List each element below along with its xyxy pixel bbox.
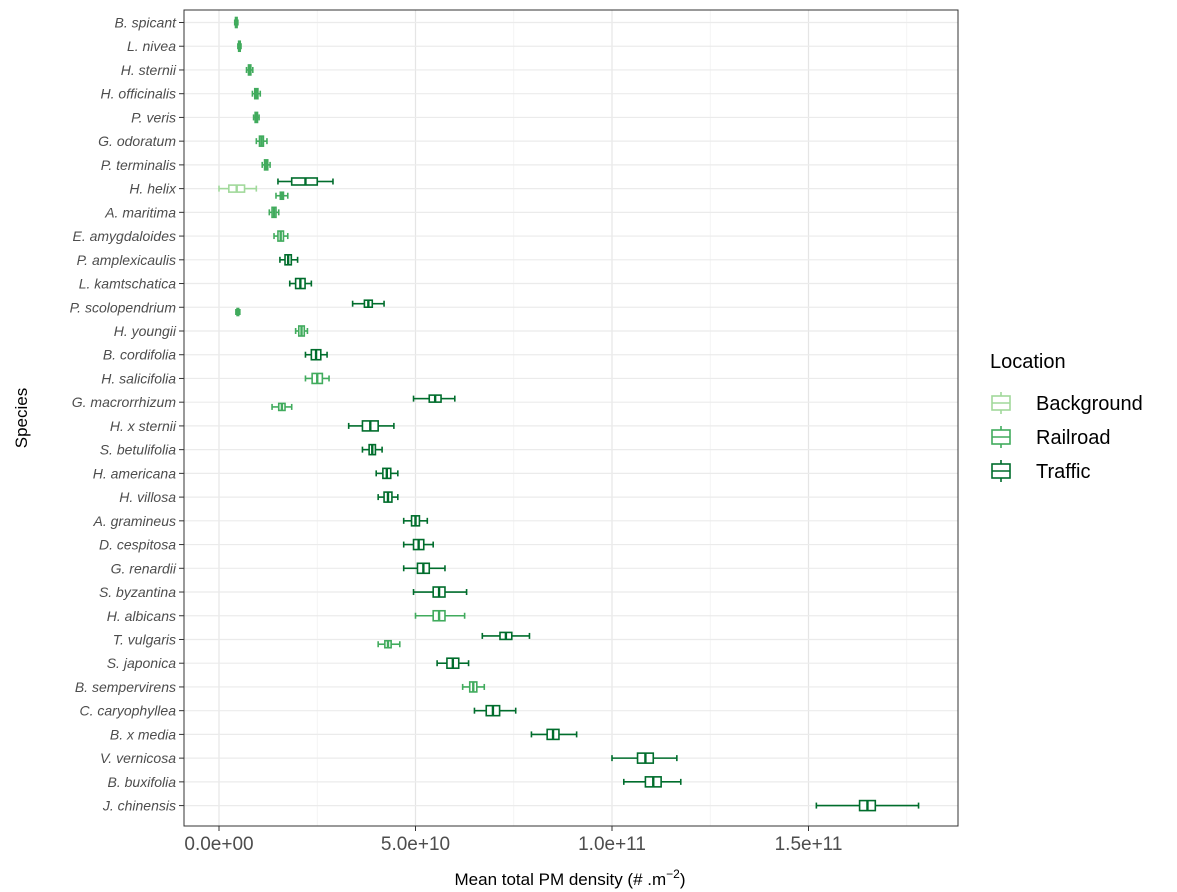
box-traffic <box>481 631 531 641</box>
y-tick-label: H. albicans <box>107 608 176 624</box>
box-railroad <box>255 135 268 147</box>
box-railroad <box>271 402 293 412</box>
y-tick-label: B. x media <box>110 726 176 742</box>
y-tick-label: H. villosa <box>119 489 176 505</box>
box-traffic <box>815 799 920 812</box>
box-railroad <box>261 159 271 171</box>
box-railroad <box>237 40 242 53</box>
box-traffic <box>412 586 468 598</box>
y-tick-label: S. byzantina <box>99 584 176 600</box>
legend-entry: Railroad <box>991 426 1110 449</box>
y-tick-label: P. amplexicaulis <box>77 252 176 268</box>
box-traffic <box>304 348 328 361</box>
y-tick-label: H. x sternii <box>110 418 177 434</box>
box-railroad <box>273 230 289 242</box>
x-axis-title: Mean total PM density (# .m−2) <box>455 867 686 889</box>
y-tick-label: H. salicifolia <box>101 370 176 386</box>
box-traffic <box>622 776 682 788</box>
x-axis-tick-labels: 0.0e+00 5.0e+10 1.0e+11 1.5e+11 <box>184 834 842 855</box>
box-traffic <box>473 704 517 717</box>
y-tick-label: C. caryophyllea <box>80 703 177 719</box>
box-railroad <box>377 639 401 649</box>
y-tick-label: A. maritima <box>104 204 176 220</box>
y-tick-label: D. cespitosa <box>99 537 176 553</box>
y-tick-label: S. japonica <box>107 655 176 671</box>
legend-label: Railroad <box>1036 427 1110 449</box>
x-tick-label: 0.0e+00 <box>184 834 253 855</box>
box-railroad <box>235 307 241 317</box>
y-tick-label: V. vernicosa <box>100 750 176 766</box>
y-tick-label: B. buxifolia <box>108 774 177 790</box>
legend-entry: Background <box>991 392 1143 415</box>
box-traffic <box>611 752 678 764</box>
box-railroad <box>251 87 262 100</box>
axis-ticks <box>179 22 809 831</box>
box-railroad <box>461 681 486 693</box>
legend-label: Traffic <box>1036 461 1090 483</box>
x-axis-title-exponent: −2 <box>666 867 680 881</box>
y-tick-label: G. odoratum <box>98 133 176 149</box>
legend-entry: Traffic <box>991 460 1090 483</box>
box-background <box>218 184 258 193</box>
box-railroad <box>294 325 309 337</box>
box-traffic <box>377 491 399 503</box>
legend-label: Background <box>1036 393 1143 415</box>
y-tick-label: H. officinalis <box>101 86 176 102</box>
y-tick-label: G. macrorrhizum <box>72 394 177 410</box>
grid-lines <box>184 10 958 826</box>
legend-entries: Background Railroad Traffic <box>991 392 1143 483</box>
y-tick-label: H. youngii <box>114 323 177 339</box>
y-axis-tick-labels: B. spicant L. nivea H. sternii H. officinal… <box>70 15 177 814</box>
box-traffic <box>288 277 313 290</box>
box-railroad <box>252 111 260 124</box>
y-tick-label: L. nivea <box>127 38 176 54</box>
y-tick-label: P. veris <box>131 109 176 125</box>
box-traffic <box>402 562 446 575</box>
box-traffic <box>279 254 299 266</box>
box-railroad <box>268 206 280 219</box>
legend-title: Location <box>990 351 1066 373</box>
box-traffic <box>412 394 456 403</box>
box-traffic <box>347 420 395 432</box>
y-axis-title: Species <box>12 388 31 448</box>
panel-border <box>183 9 959 827</box>
x-tick-label: 1.0e+11 <box>578 834 646 855</box>
y-tick-label: H. helix <box>129 181 177 197</box>
box-traffic <box>530 728 578 741</box>
plot-marks <box>218 16 920 812</box>
box-railroad <box>304 372 330 385</box>
y-tick-label: B. spicant <box>115 15 178 31</box>
box-traffic <box>361 443 383 456</box>
y-tick-label: J. chinensis <box>102 798 176 814</box>
box-traffic <box>375 467 399 480</box>
x-axis-title-end: ) <box>680 870 686 889</box>
box-traffic <box>277 177 334 186</box>
x-tick-label: 1.5e+11 <box>775 834 843 855</box>
box-railroad <box>233 16 239 29</box>
box-railroad <box>275 191 289 201</box>
x-axis-title-main: Mean total PM density (# .m <box>455 870 667 889</box>
box-traffic <box>351 299 385 309</box>
x-tick-label: 5.0e+10 <box>381 834 450 855</box>
legend: Location Background Railroad Traffic <box>990 351 1143 483</box>
box-traffic <box>436 657 470 670</box>
y-tick-label: P. terminalis <box>101 157 176 173</box>
y-tick-label: G. renardii <box>111 560 177 576</box>
y-tick-label: T. vulgaris <box>113 631 176 647</box>
y-tick-label: P. scolopendrium <box>70 299 177 315</box>
box-railroad <box>245 64 254 76</box>
y-tick-label: E. amygdaloides <box>72 228 176 244</box>
y-tick-label: B. cordifolia <box>103 347 176 363</box>
box-traffic <box>402 538 434 551</box>
y-tick-label: H. americana <box>93 465 176 481</box>
box-railroad <box>414 609 466 622</box>
y-tick-label: B. sempervirens <box>75 679 176 695</box>
y-tick-label: L. kamtschatica <box>79 276 176 292</box>
y-tick-label: A. gramineus <box>93 513 176 529</box>
box-traffic <box>402 515 429 527</box>
y-tick-label: H. sternii <box>121 62 177 78</box>
y-tick-label: S. betulifolia <box>100 442 176 458</box>
